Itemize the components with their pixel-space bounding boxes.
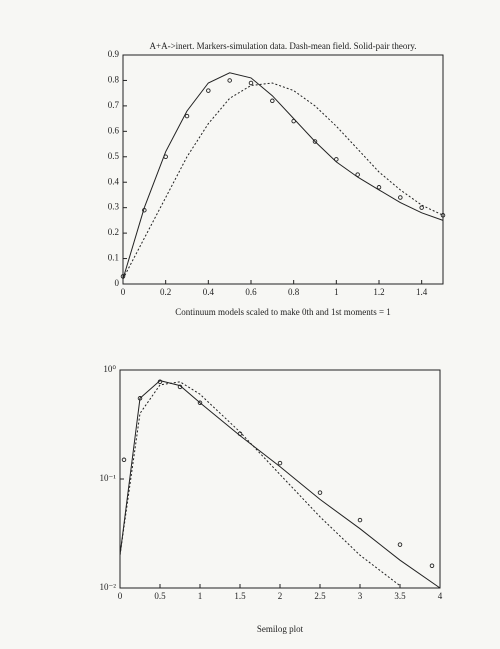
marker xyxy=(376,185,382,190)
marker xyxy=(429,563,435,569)
x-tick-label: 1 xyxy=(334,287,339,297)
marker xyxy=(398,195,403,200)
y-tick-label: 0.9 xyxy=(108,49,120,59)
x-tick-label: 4 xyxy=(438,591,443,601)
x-tick-label: 1.2 xyxy=(373,287,384,297)
x-axis-label: Continuum models scaled to make 0th and … xyxy=(175,307,391,317)
marker xyxy=(184,113,190,119)
x-tick-label: 0.5 xyxy=(154,591,166,601)
y-tick-label: 10⁻² xyxy=(100,582,117,592)
x-tick-label: 0 xyxy=(121,287,126,297)
y-tick-label: 0 xyxy=(115,278,120,288)
marker xyxy=(357,517,363,523)
marker xyxy=(317,490,323,495)
x-tick-label: 0.8 xyxy=(288,287,300,297)
marker xyxy=(197,400,203,406)
chart-title: A+A->inert. Markers-simulation data. Das… xyxy=(150,41,417,51)
y-tick-label: 10⁻¹ xyxy=(100,473,117,483)
x-axis-label: Semilog plot xyxy=(257,624,304,634)
x-tick-label: 3.5 xyxy=(394,591,406,601)
x-tick-label: 1.5 xyxy=(234,591,246,601)
y-tick-label: 0.6 xyxy=(108,125,120,135)
x-tick-label: 1.4 xyxy=(416,287,428,297)
marker xyxy=(121,457,127,463)
x-tick-label: 2.5 xyxy=(314,591,326,601)
solid-line xyxy=(122,72,444,280)
x-tick-label: 0.2 xyxy=(160,287,171,297)
solid-line xyxy=(119,380,441,589)
marker xyxy=(248,80,254,86)
x-tick-label: 1 xyxy=(198,591,203,601)
y-tick-label: 0.3 xyxy=(108,202,120,212)
plot-frame xyxy=(122,54,444,285)
marker xyxy=(270,98,275,104)
dashed-line xyxy=(119,381,401,587)
y-tick-label: 0.7 xyxy=(108,100,120,110)
marker xyxy=(206,88,211,93)
x-tick-label: 0.6 xyxy=(245,287,257,297)
marker xyxy=(355,172,360,177)
y-tick-label: 10⁰ xyxy=(103,364,116,374)
y-tick-label: 0.8 xyxy=(108,75,120,85)
x-tick-label: 3 xyxy=(358,591,363,601)
marker xyxy=(440,213,446,218)
x-tick-label: 0 xyxy=(118,591,123,601)
marker xyxy=(334,157,339,162)
dashed-line xyxy=(122,82,444,280)
marker xyxy=(277,460,283,466)
marker xyxy=(227,78,232,83)
y-tick-label: 0.2 xyxy=(108,227,119,237)
y-tick-label: 0.1 xyxy=(108,253,119,263)
x-tick-label: 0.4 xyxy=(203,287,215,297)
marker xyxy=(419,205,424,210)
y-tick-label: 0.4 xyxy=(108,176,120,186)
marker xyxy=(312,139,318,144)
x-tick-label: 2 xyxy=(278,591,283,601)
marker xyxy=(397,542,403,547)
y-tick-label: 0.5 xyxy=(108,151,120,161)
